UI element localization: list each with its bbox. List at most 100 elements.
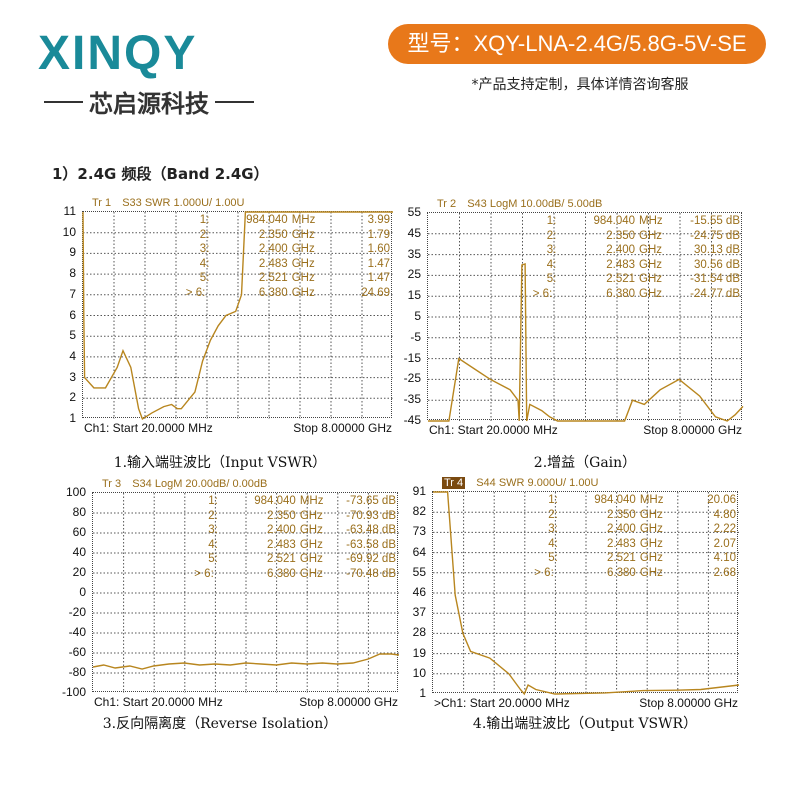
trace-label[interactable]: Tr 3: [102, 478, 122, 490]
marker-value: 1.60: [367, 243, 390, 255]
marker-value: 1.79: [367, 228, 390, 241]
y-tick-label: 91: [412, 484, 426, 498]
marker-number: 3:: [208, 524, 218, 536]
marker-number: > 6:: [532, 287, 553, 300]
marker-frequency: 2.521: [267, 553, 296, 565]
y-tick-label: -45: [403, 413, 421, 427]
marker-number: > 6:: [185, 286, 206, 299]
marker-value: -15.55 dB: [690, 215, 740, 227]
marker-number: 2:: [546, 229, 557, 242]
marker-unit: GHz: [639, 508, 663, 521]
start-frequency: Ch1: Start 20.0000 MHz: [84, 421, 213, 435]
y-tick-label: -25: [403, 371, 421, 386]
trace-line: [428, 263, 744, 422]
marker-number: 2:: [548, 508, 558, 521]
marker-unit: GHz: [291, 243, 315, 255]
marker-value: -63.58 dB: [346, 538, 396, 551]
marker-value: 24.69: [361, 286, 390, 299]
logo-subtitle: 芯启源科技: [38, 84, 260, 119]
y-tick-label: 100: [65, 485, 86, 499]
y-tick-label: 55: [407, 205, 421, 219]
marker-unit: GHz: [291, 257, 315, 270]
chart-title: Tr 1 S33 SWR 1.000U/ 1.00U: [92, 197, 245, 209]
logo-text: XINQY: [38, 27, 198, 80]
plot-area: [427, 212, 744, 422]
y-tick-label: 37: [412, 605, 426, 620]
y-tick-label: 10: [412, 665, 426, 680]
y-tick-label: 8: [69, 266, 76, 281]
y-tick-label: 73: [412, 524, 426, 539]
marker-number: 1:: [208, 495, 218, 507]
marker-number: 1:: [546, 215, 557, 227]
marker-unit: MHz: [291, 214, 316, 226]
y-tick-label: 1: [69, 411, 76, 425]
marker-value: 2.68: [713, 566, 736, 579]
marker-value: -70.93 dB: [346, 509, 396, 522]
marker-number: 3:: [199, 243, 210, 255]
marker-unit: GHz: [639, 523, 663, 535]
marker-frequency: 2.400: [267, 524, 296, 536]
marker-number: 5:: [548, 552, 558, 564]
marker-frequency: 6.380: [606, 287, 636, 300]
y-tick-label: 82: [412, 504, 426, 519]
stop-frequency: Stop 8.00000 GHz: [299, 695, 398, 709]
marker-number: 4:: [548, 537, 558, 550]
y-tick-label: 35: [407, 246, 421, 261]
model-badge: 型号：XQY-LNA-2.4G/5.8G-5V-SE: [388, 24, 766, 64]
marker-number: 4:: [546, 258, 557, 271]
marker-number: 5:: [546, 273, 557, 285]
trace-format: S43 LogM 10.00dB/ 5.00dB: [464, 198, 603, 210]
chart-caption: 4.输出端驻波比（Output VSWR）: [472, 716, 698, 732]
marker-unit: GHz: [299, 524, 323, 536]
trace-label[interactable]: Tr 4: [442, 477, 466, 489]
y-tick-label: -20: [68, 605, 86, 619]
marker-number: 4:: [199, 257, 210, 270]
marker-unit: GHz: [299, 538, 323, 551]
marker-unit: GHz: [299, 553, 323, 565]
trace-format: S33 SWR 1.000U/ 1.00U: [119, 197, 245, 209]
marker-value: -63.48 dB: [346, 524, 396, 536]
marker-frequency: 2.400: [258, 243, 288, 255]
trace-format: S44 SWR 9.000U/ 1.00U: [473, 477, 599, 489]
marker-frequency: 2.521: [606, 273, 636, 285]
plot-svg: [92, 493, 400, 693]
marker-frequency: 2.350: [607, 508, 636, 521]
marker-value: -70.48 dB: [346, 567, 396, 580]
y-tick-label: 5: [414, 309, 421, 323]
marker-number: > 6:: [534, 566, 554, 579]
trace-label[interactable]: Tr 2: [437, 198, 457, 210]
plot-svg: [82, 211, 393, 421]
marker-frequency: 6.380: [607, 566, 636, 579]
marker-unit: MHz: [639, 494, 664, 506]
marker-unit: GHz: [299, 567, 323, 580]
marker-unit: GHz: [639, 258, 663, 271]
marker-value: -24.75 dB: [690, 229, 740, 242]
marker-value: 20.06: [707, 494, 736, 506]
marker-number: 3:: [546, 244, 557, 256]
chart-caption: 2.增益（Gain）: [533, 455, 637, 471]
y-tick-label: -80: [68, 665, 86, 679]
y-tick-label: -100: [61, 685, 86, 699]
plot-svg: [433, 491, 740, 696]
trace-line: [82, 211, 393, 421]
plot-area: [92, 492, 400, 693]
marker-frequency: 2.350: [258, 228, 288, 241]
trace-label[interactable]: Tr 1: [92, 197, 112, 209]
y-tick-label: -40: [68, 625, 86, 639]
marker-value: 2.22: [713, 523, 736, 535]
chart-caption: 1.输入端驻波比（Input VSWR）: [113, 455, 327, 471]
marker-value: 4.10: [713, 552, 736, 564]
marker-frequency: 984.040: [254, 495, 296, 507]
stop-frequency: Stop 8.00000 GHz: [643, 423, 742, 437]
marker-number: 2:: [199, 228, 210, 241]
y-tick-label: 55: [412, 564, 426, 579]
start-frequency: Ch1: Start 20.0000 MHz: [94, 695, 223, 709]
marker-frequency: 6.380: [267, 567, 296, 580]
y-tick-label: 40: [72, 545, 86, 559]
marker-number: 2:: [208, 509, 218, 522]
marker-value: 3.99: [367, 214, 390, 226]
marker-number: 1:: [548, 494, 558, 506]
plot-area: [82, 211, 393, 421]
chart-title: Tr 4 S44 SWR 9.000U/ 1.00U: [442, 477, 599, 489]
marker-frequency: 984.040: [594, 494, 636, 506]
